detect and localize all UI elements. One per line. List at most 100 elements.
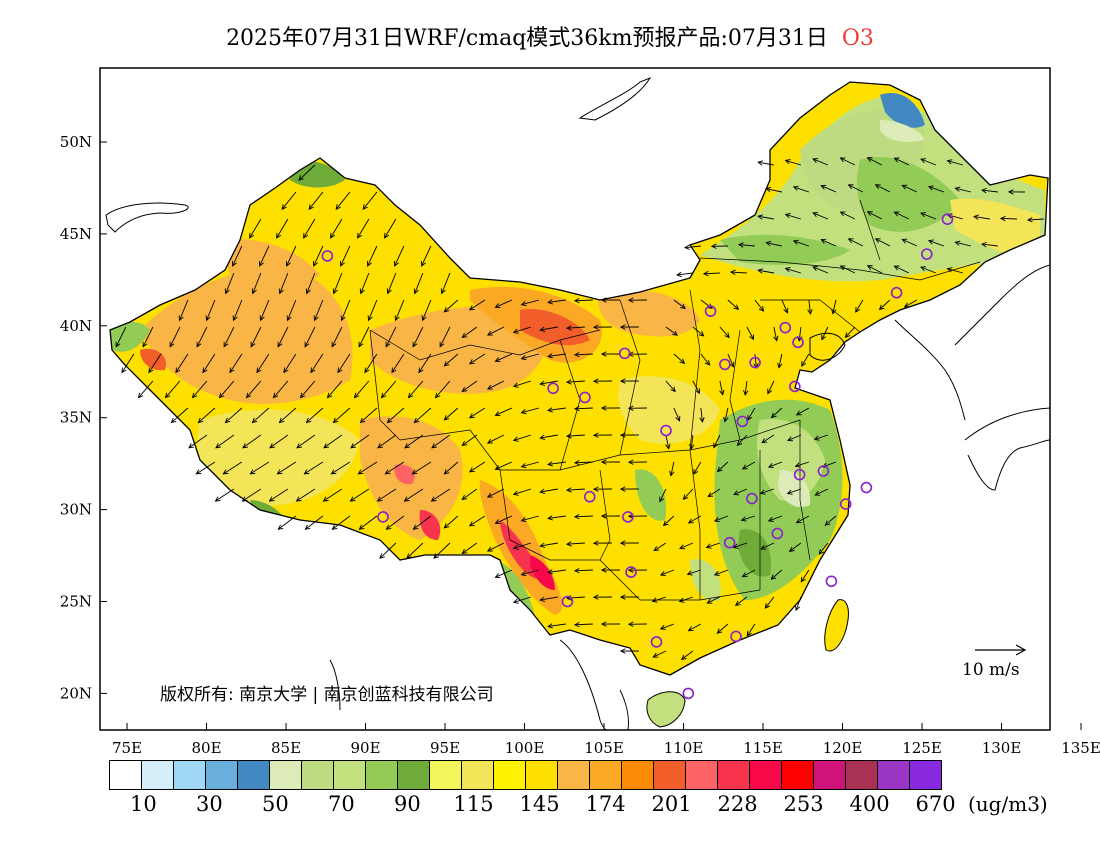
wind-arrow-head bbox=[698, 331, 705, 337]
wind-arrow-head bbox=[765, 240, 772, 247]
wind-arrow-head bbox=[224, 288, 230, 295]
wind-arrow bbox=[547, 515, 566, 519]
wind-arrow bbox=[665, 380, 676, 392]
wind-arrow bbox=[832, 299, 837, 314]
wind-arrow bbox=[332, 515, 351, 530]
wind-arrow bbox=[687, 569, 702, 575]
wind-arrow-head bbox=[573, 513, 580, 520]
wind-arrow-head bbox=[520, 409, 527, 415]
wind-arrow bbox=[760, 488, 775, 494]
wind-arrow bbox=[902, 238, 918, 247]
wind-arrow-head bbox=[765, 186, 772, 193]
wind-arrow-head bbox=[706, 598, 713, 604]
wind-arrow-head bbox=[296, 443, 303, 449]
wind-arrow bbox=[300, 380, 316, 398]
wind-arrow-head bbox=[824, 520, 831, 526]
colorbar-cell bbox=[269, 760, 302, 790]
lon-tick-label: 110E bbox=[664, 739, 704, 757]
wind-arrow-head bbox=[619, 486, 626, 492]
wind-arrow-head bbox=[148, 367, 154, 374]
wind-arrow-head bbox=[812, 266, 819, 272]
wind-arrow-head bbox=[303, 469, 310, 475]
wind-arrow bbox=[742, 461, 756, 470]
wind-arrow-head bbox=[946, 267, 953, 273]
wind-arrow-head bbox=[539, 380, 546, 386]
wind-arrow-head bbox=[839, 211, 846, 217]
wind-arrow-head bbox=[277, 341, 283, 348]
wind-arrow bbox=[333, 272, 343, 294]
wind-arrow bbox=[787, 488, 802, 495]
wind-arrow-head bbox=[250, 341, 256, 348]
wind-arrow-head bbox=[565, 541, 572, 547]
wind-arrow-head bbox=[565, 487, 572, 493]
wind-arrow-head bbox=[787, 436, 794, 442]
wind-arrow-head bbox=[767, 388, 773, 395]
province-borders bbox=[369, 199, 981, 601]
wind-arrow-head bbox=[394, 260, 399, 267]
wind-arrow bbox=[386, 515, 405, 530]
colorbar-label: 228 bbox=[717, 792, 758, 816]
wind-arrow-head bbox=[699, 417, 705, 423]
wind-arrow bbox=[259, 245, 270, 267]
wind-arrow-head bbox=[443, 307, 450, 313]
city-marker bbox=[704, 305, 717, 317]
wind-arrow-head bbox=[440, 288, 446, 295]
wind-arrow-head bbox=[600, 621, 607, 627]
wind-arrow-head bbox=[461, 386, 468, 393]
wind-arrow bbox=[692, 326, 704, 337]
wind-arrow-head bbox=[693, 468, 699, 475]
wind-arrow bbox=[574, 407, 593, 410]
wind-arrow-head bbox=[680, 303, 686, 310]
wind-arrow-head bbox=[547, 299, 553, 305]
wind-arrow-head bbox=[687, 518, 694, 524]
wind-arrow bbox=[566, 326, 585, 329]
wind-arrow-head bbox=[736, 440, 743, 447]
wind-arrow-head bbox=[627, 459, 634, 465]
wind-arrow-head bbox=[196, 341, 202, 348]
wind-arrow-head bbox=[734, 600, 741, 606]
wind-arrow bbox=[395, 299, 405, 321]
wind-arrow bbox=[277, 461, 297, 475]
wind-arrow-head bbox=[573, 459, 580, 466]
wind-arrow-head bbox=[592, 378, 599, 384]
wind-arrow bbox=[703, 272, 720, 275]
lon-tick-label: 120E bbox=[823, 739, 863, 757]
wind-arrow-head bbox=[331, 524, 338, 530]
wind-arrow-head bbox=[386, 288, 392, 295]
wind-arrow bbox=[381, 380, 397, 398]
map-title: 2025年07月31日WRF/cmaq模式36km预报产品:07月31日 O3 bbox=[0, 20, 1100, 52]
colorbar-cell bbox=[621, 760, 654, 790]
wind-arrow bbox=[513, 596, 532, 603]
wind-arrow bbox=[246, 380, 262, 398]
wind-arrow-head bbox=[767, 463, 774, 469]
wind-arrow-head bbox=[486, 492, 493, 498]
colorbar-cell bbox=[781, 760, 814, 790]
wind-arrow-head bbox=[600, 351, 607, 357]
wind-arrow-head bbox=[276, 232, 282, 239]
lon-tick-label: 95E bbox=[430, 739, 460, 757]
wind-arrow bbox=[796, 407, 810, 416]
wind-arrow bbox=[673, 407, 680, 422]
wind-arrow bbox=[660, 569, 675, 576]
wind-arrow bbox=[435, 380, 451, 398]
wind-arrow-head bbox=[191, 392, 198, 399]
wind-arrow-head bbox=[304, 524, 311, 530]
wind-arrow bbox=[513, 542, 532, 549]
wind-arrow bbox=[663, 515, 675, 526]
wind-arrow-head bbox=[758, 306, 765, 312]
wind-arrow bbox=[487, 488, 505, 498]
wind-arrow-head bbox=[164, 392, 171, 399]
wind-arrow bbox=[867, 211, 883, 220]
wind-arrow-head bbox=[820, 184, 827, 190]
wind-arrow bbox=[574, 569, 593, 572]
wind-arrow bbox=[673, 299, 686, 309]
wind-arrow bbox=[540, 542, 558, 547]
wind-arrow-head bbox=[670, 386, 676, 393]
wind-arrow-head bbox=[486, 438, 493, 444]
wind-arrow-head bbox=[619, 648, 626, 654]
wind-arrow-head bbox=[403, 496, 410, 502]
colorbar-label: 670 bbox=[915, 792, 956, 816]
wind-arrow-head bbox=[547, 407, 553, 413]
wind-reference-label: 10 m/s bbox=[962, 660, 1020, 680]
wind-arrow bbox=[795, 461, 810, 467]
